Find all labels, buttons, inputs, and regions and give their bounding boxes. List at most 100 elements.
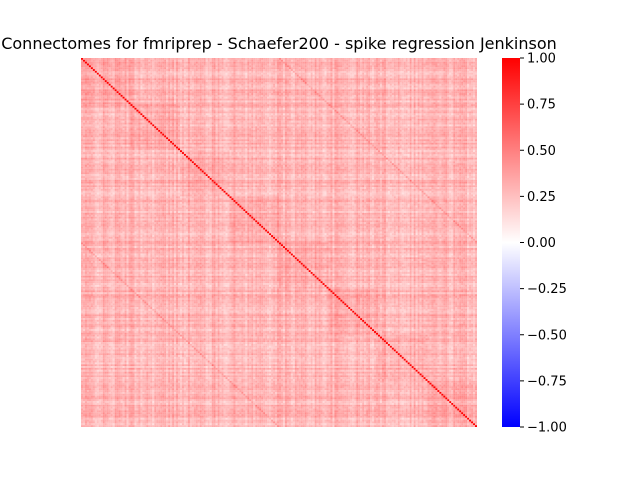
heatmap-cell: [198, 76, 200, 78]
heatmap-cell: [178, 161, 180, 163]
heatmap-cell: [176, 154, 178, 156]
heatmap-cell: [95, 62, 97, 64]
heatmap-cell: [138, 65, 140, 67]
heatmap-cell: [192, 141, 194, 143]
heatmap-cell: [144, 159, 146, 161]
heatmap-cell: [83, 91, 85, 93]
heatmap-cell: [196, 147, 198, 149]
heatmap-cell: [107, 100, 109, 102]
heatmap-cell: [107, 108, 109, 110]
heatmap-cell: [127, 91, 129, 93]
heatmap-cell: [111, 84, 113, 86]
heatmap-cell: [178, 156, 180, 158]
heatmap-cell: [164, 89, 166, 91]
heatmap-cell: [123, 89, 125, 91]
heatmap-cell: [95, 76, 97, 78]
heatmap-cell: [174, 176, 176, 178]
heatmap-cell: [107, 88, 109, 90]
heatmap-cell: [85, 110, 87, 112]
heatmap-cell: [182, 163, 184, 165]
heatmap-cell: [117, 65, 119, 67]
heatmap-cell: [93, 60, 95, 62]
heatmap-cell: [158, 76, 160, 78]
heatmap-cell: [129, 121, 131, 123]
heatmap-cell: [129, 174, 131, 176]
heatmap-cell: [83, 78, 85, 80]
heatmap-cell: [89, 97, 91, 99]
heatmap-cell: [93, 124, 95, 126]
heatmap-cell: [111, 134, 113, 136]
heatmap-cell: [87, 73, 89, 75]
heatmap-cell: [190, 97, 192, 99]
heatmap-cell: [129, 156, 131, 158]
heatmap-cell: [117, 73, 119, 75]
heatmap-cell: [160, 135, 162, 137]
heatmap-cell: [180, 64, 182, 66]
heatmap-cell: [134, 139, 136, 141]
heatmap-cell: [113, 78, 115, 80]
heatmap-cell: [99, 64, 101, 66]
heatmap-cell: [158, 169, 160, 171]
heatmap-cell: [180, 139, 182, 141]
heatmap-cell: [204, 100, 206, 102]
heatmap-cell: [156, 152, 158, 154]
heatmap-cell: [196, 152, 198, 154]
heatmap-cell: [85, 75, 87, 77]
heatmap-cell: [202, 147, 204, 149]
heatmap-cell: [103, 76, 105, 78]
heatmap-cell: [134, 115, 136, 117]
heatmap-cell: [115, 132, 117, 134]
heatmap-cell: [180, 91, 182, 93]
heatmap-cell: [198, 65, 200, 67]
heatmap-cell: [154, 76, 156, 78]
heatmap-cell: [158, 97, 160, 99]
heatmap-cell: [127, 172, 129, 174]
heatmap-cell: [168, 154, 170, 156]
heatmap-cell: [85, 104, 87, 106]
heatmap-cell: [115, 69, 117, 71]
heatmap-cell: [138, 145, 140, 147]
heatmap-cell: [194, 154, 196, 156]
heatmap-cell: [148, 169, 150, 171]
heatmap-cell-diagonal: [186, 156, 188, 158]
heatmap-cell: [117, 172, 119, 174]
heatmap-cell: [168, 158, 170, 160]
heatmap-cell: [180, 117, 182, 119]
heatmap-cell: [208, 113, 210, 115]
heatmap-cell: [180, 102, 182, 104]
heatmap-cell: [158, 69, 160, 71]
heatmap-cell: [87, 169, 89, 171]
heatmap-cell: [93, 132, 95, 134]
heatmap-cell: [91, 62, 93, 64]
heatmap-cell: [125, 169, 127, 171]
heatmap-cell: [182, 145, 184, 147]
heatmap-cell: [83, 86, 85, 88]
heatmap-cell: [178, 119, 180, 121]
heatmap-cell: [170, 75, 172, 77]
heatmap-cell: [208, 165, 210, 167]
heatmap-cell: [121, 99, 123, 101]
heatmap-cell: [115, 128, 117, 130]
heatmap-cell: [107, 176, 109, 178]
heatmap-cell: [131, 106, 133, 108]
heatmap-cell: [160, 67, 162, 69]
heatmap-cell: [162, 143, 164, 145]
heatmap-cell: [148, 71, 150, 73]
heatmap-cell: [146, 102, 148, 104]
heatmap-cell: [174, 169, 176, 171]
heatmap-cell: [156, 102, 158, 104]
heatmap-cell: [176, 117, 178, 119]
heatmap-cell: [184, 112, 186, 114]
heatmap-cell: [176, 141, 178, 143]
heatmap-cell-diagonal: [142, 115, 144, 117]
heatmap-cell: [172, 124, 174, 126]
heatmap-cell: [81, 86, 83, 88]
heatmap-cell: [172, 93, 174, 95]
heatmap-cell: [91, 176, 93, 178]
heatmap-cell: [119, 102, 121, 104]
heatmap-cell: [174, 135, 176, 137]
heatmap-cell: [132, 134, 134, 136]
heatmap-cell: [154, 99, 156, 101]
heatmap-cell: [103, 152, 105, 154]
heatmap-cell-diagonal: [85, 62, 87, 64]
